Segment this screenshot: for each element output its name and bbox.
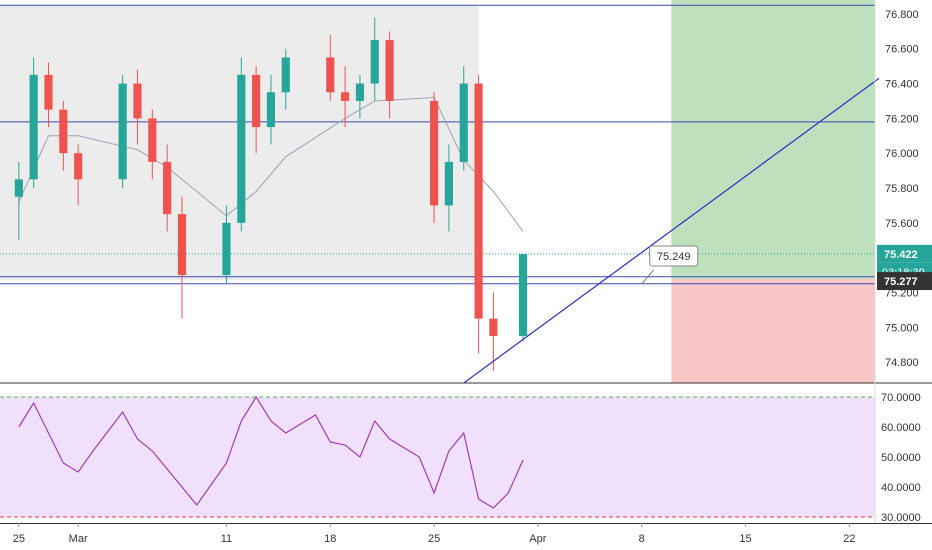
candle-13 [266,74,276,145]
time-tick-label: Apr [529,533,546,545]
rsi-line [18,395,524,509]
candle-8 [163,144,172,232]
candle-body [29,74,38,180]
callout-box [649,245,699,267]
candle-14 [281,48,290,110]
candle-body [118,83,127,180]
candle-body [163,161,172,215]
current-price-tag [877,244,932,263]
candle-1 [29,57,38,189]
candle-6 [133,69,142,145]
candle-body [489,318,498,336]
candle-body [44,74,53,110]
price-tick-label: 75.600 [885,218,919,230]
candle-25 [518,254,528,342]
candle-3 [59,100,68,171]
candle-body [281,57,290,93]
candle-20 [430,92,439,223]
time-tick-label: 25 [428,533,440,545]
price-tick-label: 75.000 [885,322,919,334]
candle-9 [177,196,187,319]
time-axis[interactable]: 25 Mar 11 18 25 Apr 8 15 22 [13,523,856,545]
rsi-tick-label: 70.0000 [881,392,921,404]
candle-body [177,214,187,276]
trendline [463,77,880,384]
candle-4 [74,144,83,206]
profit-zone [671,0,875,280]
candle-24 [489,292,498,371]
candle-23 [474,74,483,354]
candle-body [444,161,453,206]
entry-price-label: 75.277 [884,276,918,288]
callout-label: 75.249 [657,251,691,263]
candle-body [430,100,439,206]
candle-body [59,109,68,154]
candle-body [459,83,468,162]
rsi-band [0,397,875,517]
price-tick-label: 76.000 [885,148,919,160]
candle-0 [14,161,23,241]
candle-10 [222,205,231,284]
candle-2 [44,62,53,128]
entry-price-tag [877,272,932,291]
candle-body [341,92,350,101]
time-tick-label: 25 [13,533,25,545]
current-price-label: 75.422 [884,249,918,261]
price-tick-label: 76.400 [885,79,919,91]
candle-body [385,40,394,101]
time-tick-label: Mar [69,533,88,545]
time-tick-label: 22 [843,533,855,545]
price-axis[interactable]: 76.800 76.600 76.400 76.200 76.000 75.800 75.6… [874,0,932,524]
candle-body [148,118,157,162]
price-tick-label: 76.200 [885,113,919,125]
candle-body [370,40,379,84]
candle-body [252,74,261,128]
candle-7 [148,109,157,180]
candle-16 [341,66,350,128]
price-pane[interactable]: 75.249 [0,0,932,384]
candle-body [355,83,365,101]
rsi-tick-label: 30.0000 [881,512,921,524]
candle-body [518,254,528,336]
callout-pointer [641,269,655,285]
time-tick-label: 15 [739,533,751,545]
price-tick-label: 76.600 [885,44,919,56]
candle-18 [370,17,379,101]
candle-body [133,83,142,119]
time-tick-label: 8 [639,533,645,545]
candle-21 [444,144,453,232]
moving-average-line [18,96,524,232]
rsi-tick-label: 40.0000 [881,482,921,494]
time-tick-label: 11 [221,533,232,545]
rsi-tick-label: 60.0000 [881,422,921,434]
candle-17 [355,74,365,119]
candle-body [266,92,276,128]
candle-body [237,74,246,223]
candle-15 [326,34,335,101]
candle-body [74,153,83,180]
price-tick-label: 74.800 [885,357,919,369]
rsi-tick-label: 50.0000 [881,452,921,464]
price-tick-label: 75.800 [885,183,919,195]
price-tick-label: 76.800 [885,9,919,21]
candle-body [222,222,231,276]
time-tick-label: 18 [324,533,336,545]
candle-body [474,83,483,319]
candle-22 [459,66,468,171]
loss-zone [671,279,875,383]
candle-19 [385,31,394,119]
candle-11 [237,57,246,232]
candle-body [14,179,23,197]
candle-12 [252,66,261,154]
price-tick-label: 75.200 [885,287,919,299]
candle-5 [118,74,127,189]
candle-body [326,57,335,93]
rsi-pane[interactable] [0,395,932,524]
